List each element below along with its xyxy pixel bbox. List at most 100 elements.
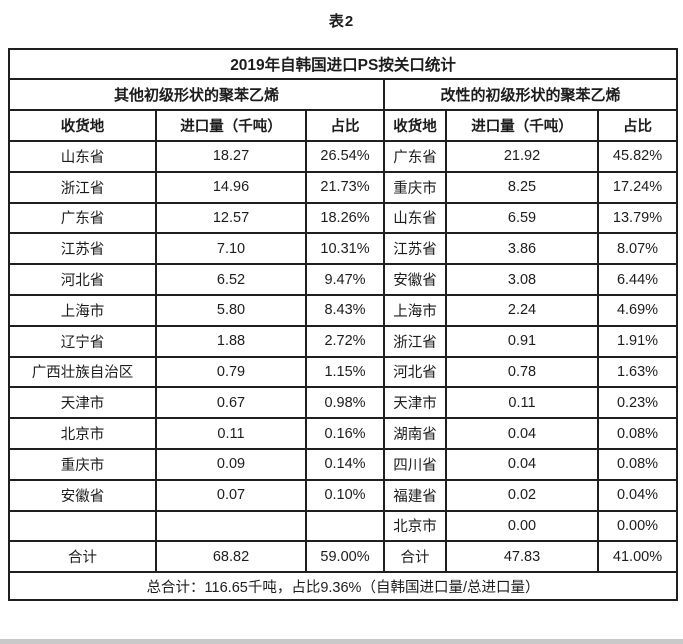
share-cell: 1.15% bbox=[305, 355, 385, 389]
destination-cell: 江苏省 bbox=[8, 232, 157, 266]
destination-cell: 广东省 bbox=[8, 201, 157, 235]
destination-cell: 浙江省 bbox=[383, 324, 447, 358]
volume-cell: 0.79 bbox=[155, 355, 307, 389]
table-row: 山东省 18.27 26.54% 广东省 21.92 45.82% bbox=[8, 140, 679, 173]
destination-cell: 江苏省 bbox=[383, 232, 447, 266]
table-body: 山东省 18.27 26.54% 广东省 21.92 45.82% 浙江省 14… bbox=[8, 140, 679, 543]
volume-cell: 21.92 bbox=[445, 140, 599, 173]
table-row: 辽宁省 1.88 2.72% 浙江省 0.91 1.91% bbox=[8, 324, 679, 358]
share-cell: 1.91% bbox=[596, 324, 679, 358]
volume-cell: 7.10 bbox=[155, 232, 307, 266]
destination-cell: 山东省 bbox=[8, 140, 157, 173]
destination-cell: 广西壮族自治区 bbox=[8, 355, 157, 389]
volume-cell: 6.52 bbox=[155, 263, 307, 296]
share-cell: 8.43% bbox=[305, 293, 385, 327]
column-header-row: 收货地 进口量（千吨） 占比 收货地 进口量（千吨） 占比 bbox=[8, 109, 679, 142]
destination-cell bbox=[8, 509, 157, 543]
table-title: 2019年自韩国进口PS按关口统计 bbox=[7, 48, 679, 80]
table-row: 北京市 0.00 0.00% bbox=[8, 509, 679, 543]
share-cell: 45.82% bbox=[596, 140, 679, 173]
total-label: 合计 bbox=[8, 540, 157, 574]
total-label: 合计 bbox=[383, 540, 447, 574]
total-share-right: 41.00% bbox=[596, 540, 679, 574]
destination-cell: 天津市 bbox=[8, 386, 157, 420]
scan-edge-strip bbox=[0, 639, 683, 644]
total-volume-right: 47.83 bbox=[445, 540, 599, 574]
table-row: 江苏省 7.10 10.31% 江苏省 3.86 8.07% bbox=[8, 232, 679, 266]
volume-cell: 0.04 bbox=[445, 417, 599, 450]
share-cell: 0.00% bbox=[596, 509, 679, 543]
share-cell: 0.10% bbox=[305, 478, 385, 512]
share-cell: 26.54% bbox=[305, 140, 385, 173]
volume-cell: 0.09 bbox=[155, 447, 307, 481]
grand-total-text: 总合计：116.65千吨，占比9.36%（自韩国进口量/总进口量） bbox=[7, 571, 679, 602]
table-row: 广东省 12.57 18.26% 山东省 6.59 13.79% bbox=[8, 201, 679, 235]
destination-cell: 重庆市 bbox=[8, 447, 157, 481]
col-header-share: 占比 bbox=[305, 109, 385, 142]
volume-cell: 3.08 bbox=[445, 263, 599, 296]
share-cell: 13.79% bbox=[596, 201, 679, 235]
volume-cell: 12.57 bbox=[155, 201, 307, 235]
destination-cell: 上海市 bbox=[8, 293, 157, 327]
volume-cell: 14.96 bbox=[155, 170, 307, 204]
destination-cell: 安徽省 bbox=[383, 263, 447, 296]
destination-cell: 湖南省 bbox=[383, 417, 447, 450]
table-row: 浙江省 14.96 21.73% 重庆市 8.25 17.24% bbox=[8, 170, 679, 204]
volume-cell: 0.78 bbox=[445, 355, 599, 389]
share-cell: 10.31% bbox=[305, 232, 385, 266]
destination-cell: 河北省 bbox=[8, 263, 157, 296]
destination-cell: 上海市 bbox=[383, 293, 447, 327]
total-row: 合计 68.82 59.00% 合计 47.83 41.00% bbox=[8, 540, 679, 574]
share-cell: 9.47% bbox=[305, 263, 385, 296]
share-cell: 8.07% bbox=[596, 232, 679, 266]
volume-cell: 0.67 bbox=[155, 386, 307, 420]
volume-cell: 0.00 bbox=[445, 509, 599, 543]
destination-cell: 四川省 bbox=[383, 447, 447, 481]
share-cell: 0.16% bbox=[305, 417, 385, 450]
share-cell: 0.23% bbox=[596, 386, 679, 420]
destination-cell: 山东省 bbox=[383, 201, 447, 235]
share-cell bbox=[305, 509, 385, 543]
volume-cell: 0.91 bbox=[445, 324, 599, 358]
section-left-label: 其他初级形状的聚苯乙烯 bbox=[8, 78, 385, 111]
table-row: 天津市 0.67 0.98% 天津市 0.11 0.23% bbox=[8, 386, 679, 420]
table-row: 北京市 0.11 0.16% 湖南省 0.04 0.08% bbox=[8, 417, 679, 450]
volume-cell: 0.11 bbox=[445, 386, 599, 420]
table-row: 重庆市 0.09 0.14% 四川省 0.04 0.08% bbox=[8, 447, 679, 481]
table-row: 安徽省 0.07 0.10% 福建省 0.02 0.04% bbox=[8, 478, 679, 512]
destination-cell: 广东省 bbox=[383, 140, 447, 173]
destination-cell: 天津市 bbox=[383, 386, 447, 420]
share-cell: 2.72% bbox=[305, 324, 385, 358]
volume-cell: 6.59 bbox=[445, 201, 599, 235]
col-header-destination: 收货地 bbox=[8, 109, 157, 142]
col-header-share: 占比 bbox=[596, 109, 679, 142]
share-cell: 0.08% bbox=[596, 417, 679, 450]
ps-import-stats-table: 2019年自韩国进口PS按关口统计 其他初级形状的聚苯乙烯 改性的初级形状的聚苯… bbox=[7, 48, 679, 602]
share-cell: 4.69% bbox=[596, 293, 679, 327]
volume-cell: 5.80 bbox=[155, 293, 307, 327]
section-right-label: 改性的初级形状的聚苯乙烯 bbox=[382, 78, 679, 111]
share-cell: 0.04% bbox=[596, 478, 679, 512]
table-title-row: 2019年自韩国进口PS按关口统计 bbox=[7, 48, 679, 80]
volume-cell: 3.86 bbox=[445, 232, 599, 266]
destination-cell: 北京市 bbox=[8, 417, 157, 450]
destination-cell: 福建省 bbox=[383, 478, 447, 512]
volume-cell: 0.11 bbox=[155, 417, 307, 450]
table-row: 上海市 5.80 8.43% 上海市 2.24 4.69% bbox=[8, 293, 679, 327]
share-cell: 1.63% bbox=[596, 355, 679, 389]
share-cell: 17.24% bbox=[596, 170, 679, 204]
section-header-row: 其他初级形状的聚苯乙烯 改性的初级形状的聚苯乙烯 bbox=[8, 78, 679, 111]
table-row: 广西壮族自治区 0.79 1.15% 河北省 0.78 1.63% bbox=[8, 355, 679, 389]
volume-cell: 0.02 bbox=[445, 478, 599, 512]
page-title: 表2 bbox=[328, 13, 355, 30]
share-cell: 0.14% bbox=[305, 447, 385, 481]
share-cell: 6.44% bbox=[596, 263, 679, 296]
grand-total-row: 总合计：116.65千吨，占比9.36%（自韩国进口量/总进口量） bbox=[7, 571, 679, 602]
share-cell: 18.26% bbox=[305, 201, 385, 235]
destination-cell: 安徽省 bbox=[8, 478, 157, 512]
total-share-left: 59.00% bbox=[305, 540, 385, 574]
table-row: 河北省 6.52 9.47% 安徽省 3.08 6.44% bbox=[8, 263, 679, 296]
destination-cell: 重庆市 bbox=[383, 170, 447, 204]
destination-cell: 北京市 bbox=[383, 509, 447, 543]
volume-cell: 2.24 bbox=[445, 293, 599, 327]
